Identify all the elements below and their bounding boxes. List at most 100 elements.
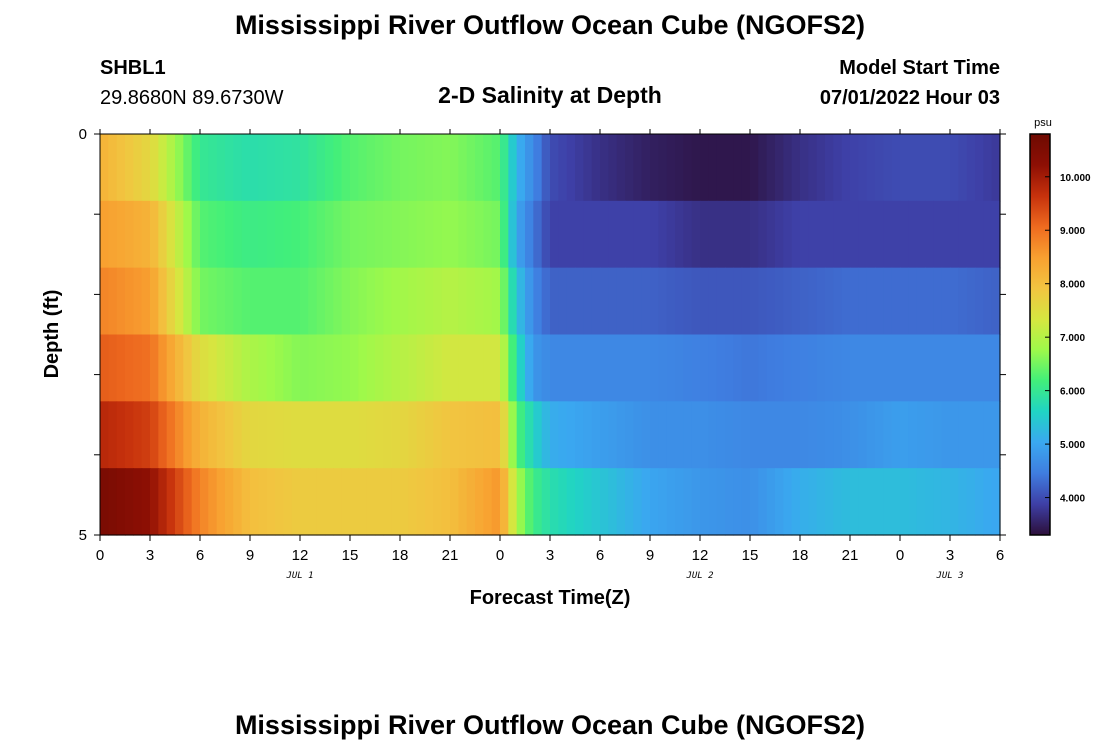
heatmap-cell — [933, 134, 943, 202]
heatmap-cell — [866, 334, 876, 402]
heatmap-cell — [183, 267, 193, 336]
heatmap-cell — [766, 468, 776, 536]
heatmap-cell — [483, 200, 493, 269]
heatmap-cell — [491, 134, 501, 202]
heatmap-cell — [166, 267, 176, 336]
heatmap-cell — [808, 200, 818, 269]
heatmap-cell — [625, 134, 634, 202]
heatmap-cell — [591, 134, 601, 202]
heatmap-cell — [100, 468, 109, 536]
date-label: JUL 2 — [685, 571, 713, 581]
heatmap-cell — [583, 200, 593, 269]
heatmap-cell — [183, 401, 193, 469]
heatmap-cell — [733, 468, 743, 536]
heatmap-cell — [566, 267, 576, 336]
heatmap-cell — [550, 267, 559, 336]
heatmap-cell — [808, 401, 818, 469]
heatmap-cell — [408, 200, 418, 269]
heatmap-cell — [758, 134, 768, 202]
heatmap-cell — [941, 200, 951, 269]
heatmap-cell — [183, 468, 193, 536]
heatmap-cell — [233, 468, 243, 536]
heatmap-cell — [941, 134, 951, 202]
heatmap-cell — [608, 200, 618, 269]
heatmap-cell — [266, 134, 276, 202]
heatmap-cell — [275, 401, 284, 469]
heatmap-cell — [108, 401, 118, 469]
heatmap-cell — [925, 200, 934, 269]
heatmap-cell — [491, 200, 501, 269]
heatmap-cell — [458, 334, 468, 402]
heatmap-cell — [716, 267, 726, 336]
heatmap-cell — [775, 267, 784, 336]
heatmap-cell — [966, 200, 976, 269]
heatmap-cell — [233, 200, 243, 269]
heatmap-cell — [450, 334, 459, 402]
x-tick-label: 12 — [692, 547, 709, 564]
heatmap-cell — [366, 200, 376, 269]
heatmap-cell — [708, 401, 718, 469]
heatmap-cell — [766, 334, 776, 402]
heatmap-cell — [500, 401, 509, 469]
heatmap-cell — [850, 468, 859, 536]
heatmap-cell — [483, 468, 493, 536]
heatmap-cell — [141, 134, 151, 202]
heatmap-cell — [850, 401, 859, 469]
heatmap-cell — [158, 267, 168, 336]
heatmap-cell — [750, 401, 759, 469]
heatmap-cell — [925, 468, 934, 536]
heatmap-cell — [950, 468, 959, 536]
heatmap-cell — [866, 134, 876, 202]
heatmap-cell — [116, 134, 126, 202]
heatmap-cell — [800, 401, 809, 469]
heatmap-cell — [300, 134, 309, 202]
heatmap-cell — [508, 200, 518, 269]
x-tick-label: 21 — [442, 547, 459, 564]
heatmap-cell — [741, 334, 751, 402]
heatmap-cell — [450, 267, 459, 336]
heatmap-cell — [108, 267, 118, 336]
heatmap-cell — [558, 468, 568, 536]
heatmap-cell — [208, 334, 218, 402]
heatmap-cell — [225, 267, 234, 336]
heatmap-cell — [750, 468, 759, 536]
heatmap-cell — [691, 267, 701, 336]
heatmap-cell — [483, 134, 493, 202]
heatmap-cell — [358, 134, 368, 202]
heatmap-cell — [566, 134, 576, 202]
heatmap-cell — [150, 134, 159, 202]
heatmap-cell — [250, 468, 259, 536]
heatmap-cell — [983, 200, 993, 269]
x-tick-label: 18 — [792, 547, 809, 564]
heatmap-cell — [925, 134, 934, 202]
heatmap-cell — [683, 200, 693, 269]
heatmap-cell — [700, 134, 709, 202]
heatmap-cell — [383, 200, 393, 269]
heatmap-cell — [950, 401, 959, 469]
heatmap-cell — [766, 200, 776, 269]
heatmap-cell — [925, 401, 934, 469]
heatmap-cell — [233, 267, 243, 336]
x-tick-label: 3 — [946, 547, 954, 564]
heatmap-cell — [891, 267, 901, 336]
heatmap-cell — [875, 334, 884, 402]
heatmap-cell — [558, 401, 568, 469]
heatmap-cell — [600, 200, 609, 269]
heatmap-cell — [516, 468, 526, 536]
heatmap-cell — [183, 334, 193, 402]
heatmap-cell — [600, 468, 609, 536]
heatmap-cell — [175, 334, 184, 402]
heatmap-cell — [808, 267, 818, 336]
heatmap-cell — [991, 267, 1001, 336]
heatmap-cell — [558, 334, 568, 402]
heatmap-cell — [733, 200, 743, 269]
heatmap-cell — [633, 134, 643, 202]
heatmap-cell — [341, 267, 351, 336]
heatmap-cell — [483, 267, 493, 336]
colorbar-tick-label: 10.000 — [1060, 173, 1091, 184]
heatmap-cell — [716, 334, 726, 402]
heatmap-cell — [783, 134, 793, 202]
heatmap-cell — [283, 267, 293, 336]
heatmap-cell — [591, 468, 601, 536]
heatmap-cell — [675, 134, 684, 202]
